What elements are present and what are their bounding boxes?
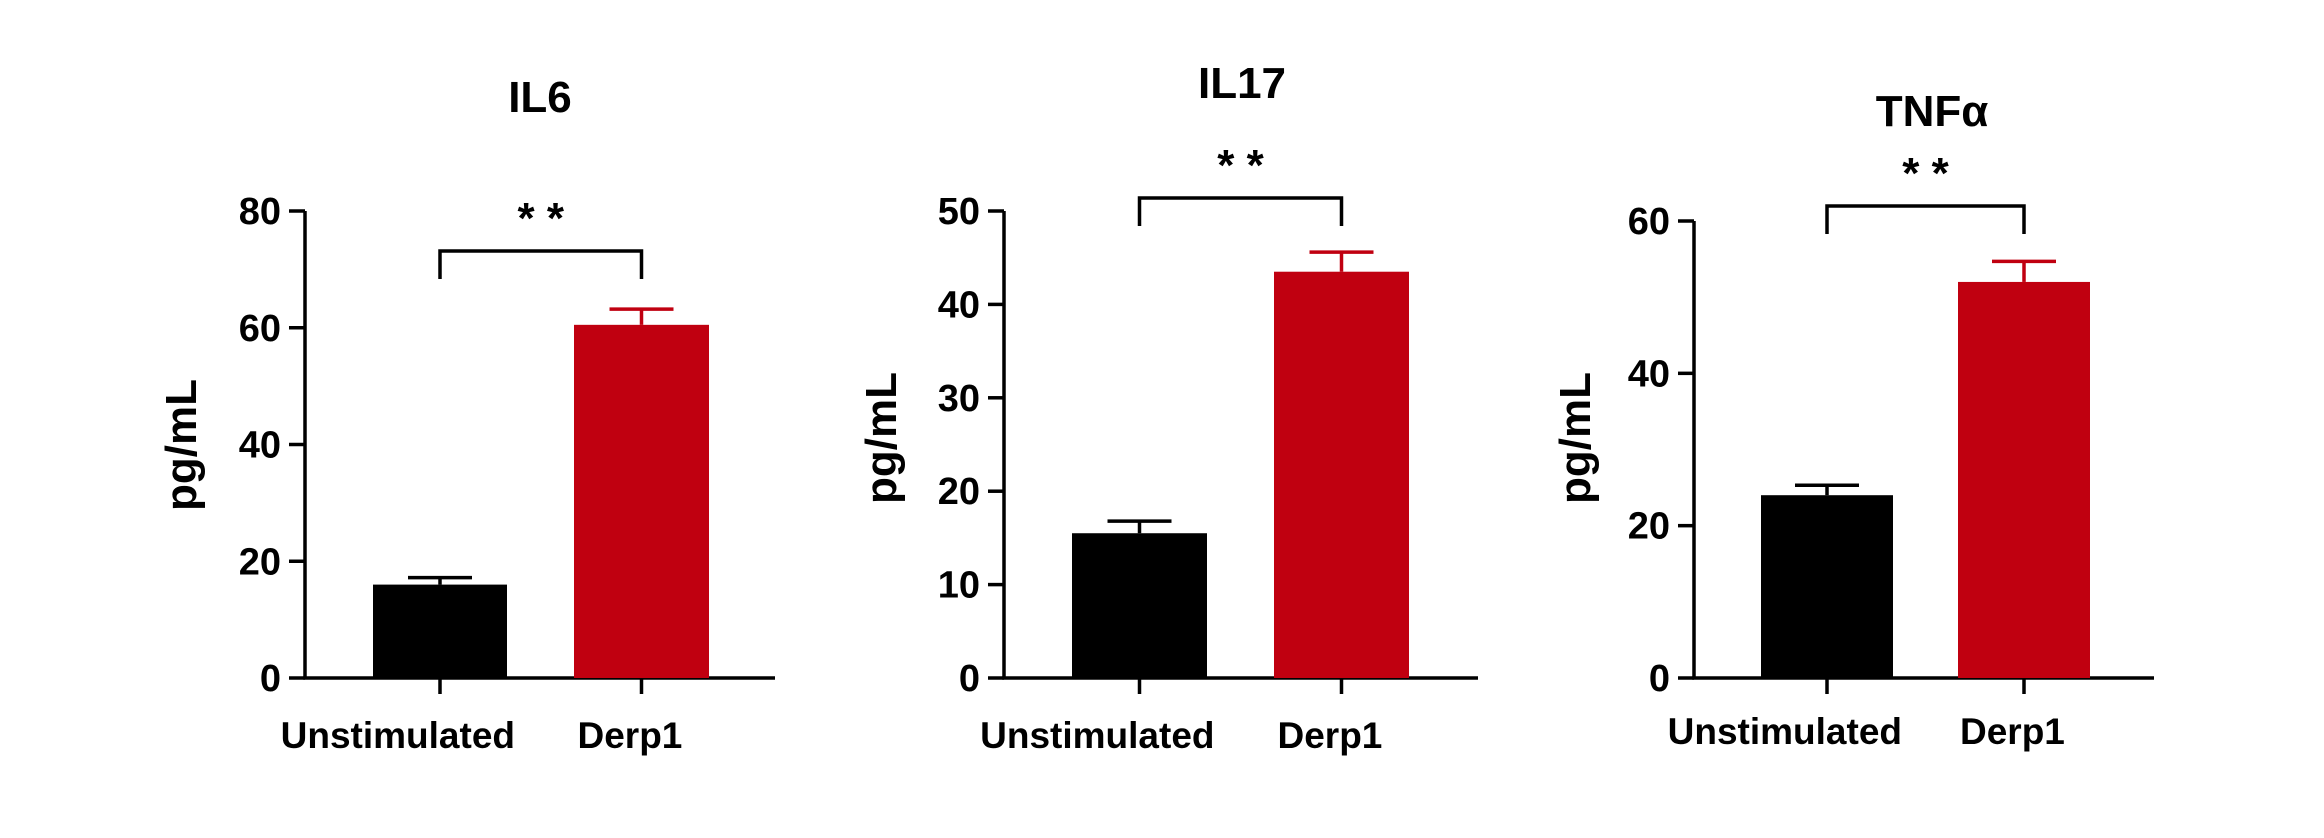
y-axis-label: pg/mL <box>157 379 206 511</box>
significance-bracket <box>1137 196 1344 226</box>
bar-derp1 <box>1958 281 2090 678</box>
y-tick-label: 30 <box>938 378 980 420</box>
bar-unstimulated <box>1072 533 1207 678</box>
bar-derp1 <box>1274 271 1409 678</box>
chart-title: IL6 <box>508 73 572 122</box>
bar-unstimulated <box>1761 495 1893 678</box>
chart-title: TNFα <box>1876 87 1989 136</box>
chart-panel-1: IL6 pg/mL 0 20 40 60 80 Unstimulated Derp1 * * <box>157 73 775 756</box>
chart-title: IL17 <box>1198 59 1286 108</box>
y-tick-label: 60 <box>239 308 281 350</box>
x-tick-label-derp1: Derp1 <box>578 715 683 756</box>
y-tick-label: 80 <box>239 191 281 233</box>
y-tick-label: 40 <box>938 284 980 326</box>
chart-panel-2: IL17 pg/mL 0 10 20 30 40 50 Unstimulated Derp1 * * <box>857 59 1478 756</box>
y-tick-label: 20 <box>239 541 281 583</box>
y-axis-label: pg/mL <box>1551 372 1600 504</box>
x-tick-label-unstimulated: Unstimulated <box>281 715 515 756</box>
significance-label: * * <box>1902 149 1949 198</box>
significance-label: * * <box>518 194 565 243</box>
y-tick-label: 10 <box>938 565 980 607</box>
significance-bracket <box>438 249 644 279</box>
y-tick-label: 20 <box>938 471 980 513</box>
y-tick-label: 50 <box>938 191 980 233</box>
x-tick-label-unstimulated: Unstimulated <box>980 715 1214 756</box>
y-axis-label: pg/mL <box>857 372 906 504</box>
bar-derp1 <box>574 324 709 678</box>
chart-panel-3: TNFα pg/mL 0 20 40 60 Unstimulated Derp1 * * <box>1551 87 2154 752</box>
y-tick-label: 40 <box>1628 353 1670 395</box>
y-tick-label: 40 <box>239 425 281 467</box>
x-tick-label-derp1: Derp1 <box>1278 715 1383 756</box>
significance-label: * * <box>1217 141 1264 190</box>
x-tick-label-unstimulated: Unstimulated <box>1668 711 1902 752</box>
bar-unstimulated <box>373 584 507 678</box>
y-tick-label: 0 <box>260 658 281 700</box>
y-tick-label: 0 <box>1649 658 1670 700</box>
y-tick-label: 60 <box>1628 201 1670 243</box>
x-tick-label-derp1: Derp1 <box>1960 711 2065 752</box>
significance-bracket <box>1825 204 2026 234</box>
y-tick-label: 20 <box>1628 506 1670 548</box>
y-tick-label: 0 <box>959 658 980 700</box>
